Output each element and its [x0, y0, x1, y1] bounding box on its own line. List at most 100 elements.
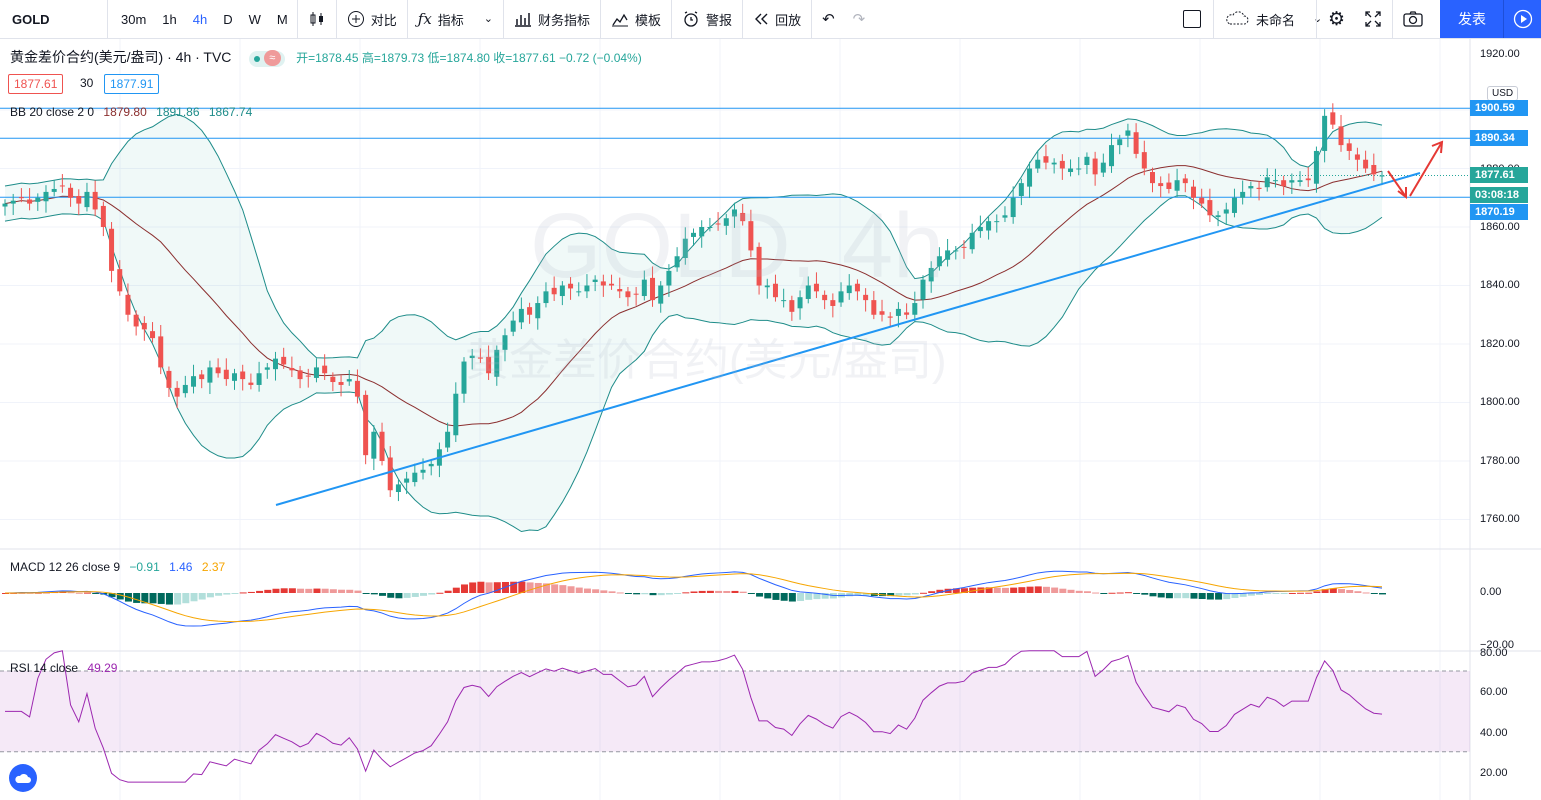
candle-body — [281, 356, 287, 365]
macd-histogram-bar — [936, 589, 944, 593]
level-tag-lower[interactable]: 1870.19 — [1470, 204, 1528, 220]
candle-body — [477, 357, 483, 359]
level-tag-upper[interactable]: 1900.59 — [1470, 100, 1528, 116]
candle-body — [502, 335, 508, 350]
candle-body — [10, 200, 16, 204]
toolbar-divider — [335, 0, 337, 38]
candle-body — [1068, 168, 1074, 173]
chart-area[interactable]: GOLD, 4h 黄金差价合约(美元/盎司) 黄金差价合约(美元/盎司) · 4… — [0, 39, 1541, 800]
candle-body — [822, 294, 828, 301]
macd-label[interactable]: MACD 12 26 close 9 — [10, 560, 121, 574]
macd-histogram-bar — [1092, 592, 1100, 594]
candle-body — [412, 472, 418, 483]
currency-button[interactable]: USD — [1487, 86, 1519, 101]
level-tag-mid[interactable]: 1890.34 — [1470, 130, 1528, 146]
candle-body — [920, 279, 926, 300]
macd-histogram-bar — [1239, 593, 1247, 597]
interval-30m[interactable]: 30m — [121, 11, 147, 27]
macd-histogram-bar — [198, 593, 206, 600]
macd-histogram-bar — [149, 593, 157, 604]
macd-histogram-bar — [1231, 593, 1239, 599]
macd-histogram-bar — [649, 593, 657, 596]
ask-price[interactable]: 1877.91 — [104, 74, 160, 94]
interval-4h[interactable]: 4h — [192, 11, 208, 27]
macd-histogram-bar — [600, 590, 608, 593]
candle-body — [658, 285, 664, 304]
publish-button[interactable]: 发表 — [1440, 0, 1504, 38]
publish-dropdown-button[interactable] — [1503, 0, 1541, 38]
interval-m[interactable]: M — [276, 11, 288, 27]
bb-label[interactable]: BB 20 close 2 0 — [10, 105, 95, 119]
macd-histogram-bar — [641, 593, 649, 595]
candle-body — [125, 294, 131, 315]
replay-button[interactable]: 回放 — [743, 0, 811, 38]
macd-histogram-bar — [1059, 588, 1067, 593]
macd-histogram-bar — [510, 581, 518, 593]
macd-histogram-bar — [133, 593, 141, 603]
bid-price[interactable]: 1877.61 — [8, 74, 64, 94]
macd-histogram-bar — [116, 593, 124, 600]
toolbar-divider — [1316, 0, 1317, 38]
chart-type-button[interactable] — [298, 0, 336, 38]
macd-histogram-bar — [215, 593, 223, 596]
macd-histogram-bar — [2, 593, 9, 594]
last-price-tag[interactable]: 1877.61 — [1470, 167, 1528, 183]
macd-histogram-bar — [887, 593, 895, 597]
chart-canvas[interactable] — [0, 39, 1541, 800]
candle-body — [953, 250, 959, 252]
rsi-label[interactable]: RSI 14 close — [10, 661, 79, 675]
macd-histogram-bar — [247, 591, 255, 593]
compare-button[interactable]: 对比 — [337, 0, 407, 38]
interval-group: 30m 1h 4h D W M — [108, 0, 297, 38]
candle-body — [723, 218, 729, 226]
candle-body — [486, 356, 492, 374]
snapshot-button[interactable] — [1393, 0, 1433, 38]
macd-histogram-bar — [493, 582, 501, 593]
macd-histogram-bar — [1133, 593, 1141, 594]
candle-body — [1281, 180, 1287, 187]
candle-body — [166, 370, 172, 388]
macd-histogram-bar — [977, 587, 985, 593]
macd-histogram-bar — [1149, 593, 1157, 597]
candle-body — [264, 367, 270, 370]
macd-histogram-bar — [526, 582, 534, 593]
plus-circle-icon — [347, 11, 364, 27]
macd-signal-line — [4, 572, 1383, 623]
candle-body — [576, 291, 582, 293]
settings-button[interactable]: ⚙ — [1318, 0, 1355, 38]
fullscreen-layout-button[interactable] — [1173, 0, 1211, 38]
candle-body — [1272, 180, 1278, 182]
candle-body — [68, 187, 74, 198]
rsi-tick: 60.00 — [1480, 686, 1508, 698]
interval-1h[interactable]: 1h — [162, 11, 177, 27]
macd-histogram-bar — [387, 593, 395, 598]
macd-histogram-bar — [551, 584, 559, 593]
macd-histogram-bar — [1297, 592, 1305, 594]
macd-histogram-bar — [657, 593, 665, 596]
indicators-button[interactable]: ƒ𝑥 指标 ⌄ — [408, 0, 503, 38]
symbol-title[interactable]: 黄金差价合约(美元/盎司) · 4h · TVC — [10, 49, 232, 65]
undo-button[interactable]: ↶ — [812, 0, 845, 38]
fullscreen-button[interactable] — [1355, 0, 1391, 38]
candle-body — [1240, 191, 1246, 198]
interval-w[interactable]: W — [248, 11, 261, 27]
macd-histogram-bar — [821, 593, 829, 599]
market-status-badge[interactable]: ≈ — [248, 49, 285, 67]
redo-button[interactable]: ↷ — [845, 0, 874, 38]
interval-d[interactable]: D — [223, 11, 233, 27]
macd-histogram-bar — [846, 593, 854, 597]
macd-histogram-bar — [952, 588, 960, 593]
symbol-search-button[interactable]: GOLD — [12, 11, 50, 27]
layout-name-button[interactable]: 未命名 ⌄ — [1214, 0, 1332, 38]
tradingview-logo-button[interactable] — [9, 764, 37, 792]
candle-body — [625, 291, 631, 298]
financials-button[interactable]: 财务指标 — [504, 0, 600, 38]
chevron-down-icon[interactable]: ⌄ — [483, 12, 494, 25]
delayed-icon: ≈ — [263, 49, 281, 66]
templates-button[interactable]: 模板 — [601, 0, 671, 38]
macd-histogram-bar — [731, 590, 739, 593]
candle-body — [1059, 160, 1065, 169]
macd-histogram-bar — [1346, 590, 1354, 593]
bb-legend: BB 20 close 2 0 1879.80 1891.86 1867.74 — [10, 105, 252, 119]
alert-button[interactable]: 警报 — [672, 0, 742, 38]
